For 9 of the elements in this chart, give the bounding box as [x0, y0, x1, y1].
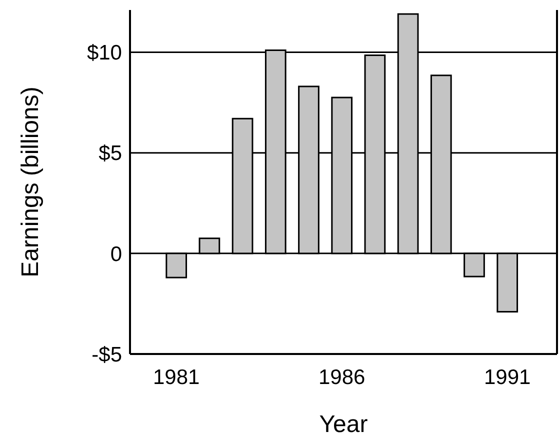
y-tick-label: $5 — [98, 142, 122, 166]
y-axis-title: Earnings (billions) — [17, 86, 44, 278]
x-tick-label: 1981 — [152, 366, 200, 389]
x-axis-title: Year — [319, 411, 368, 438]
y-tick-label: 0 — [110, 242, 122, 266]
y-tick-label: -$5 — [92, 343, 122, 366]
y-tick-label: $10 — [86, 42, 122, 65]
x-tick-label: 1991 — [484, 366, 531, 389]
x-tick-label: 1986 — [318, 366, 366, 389]
